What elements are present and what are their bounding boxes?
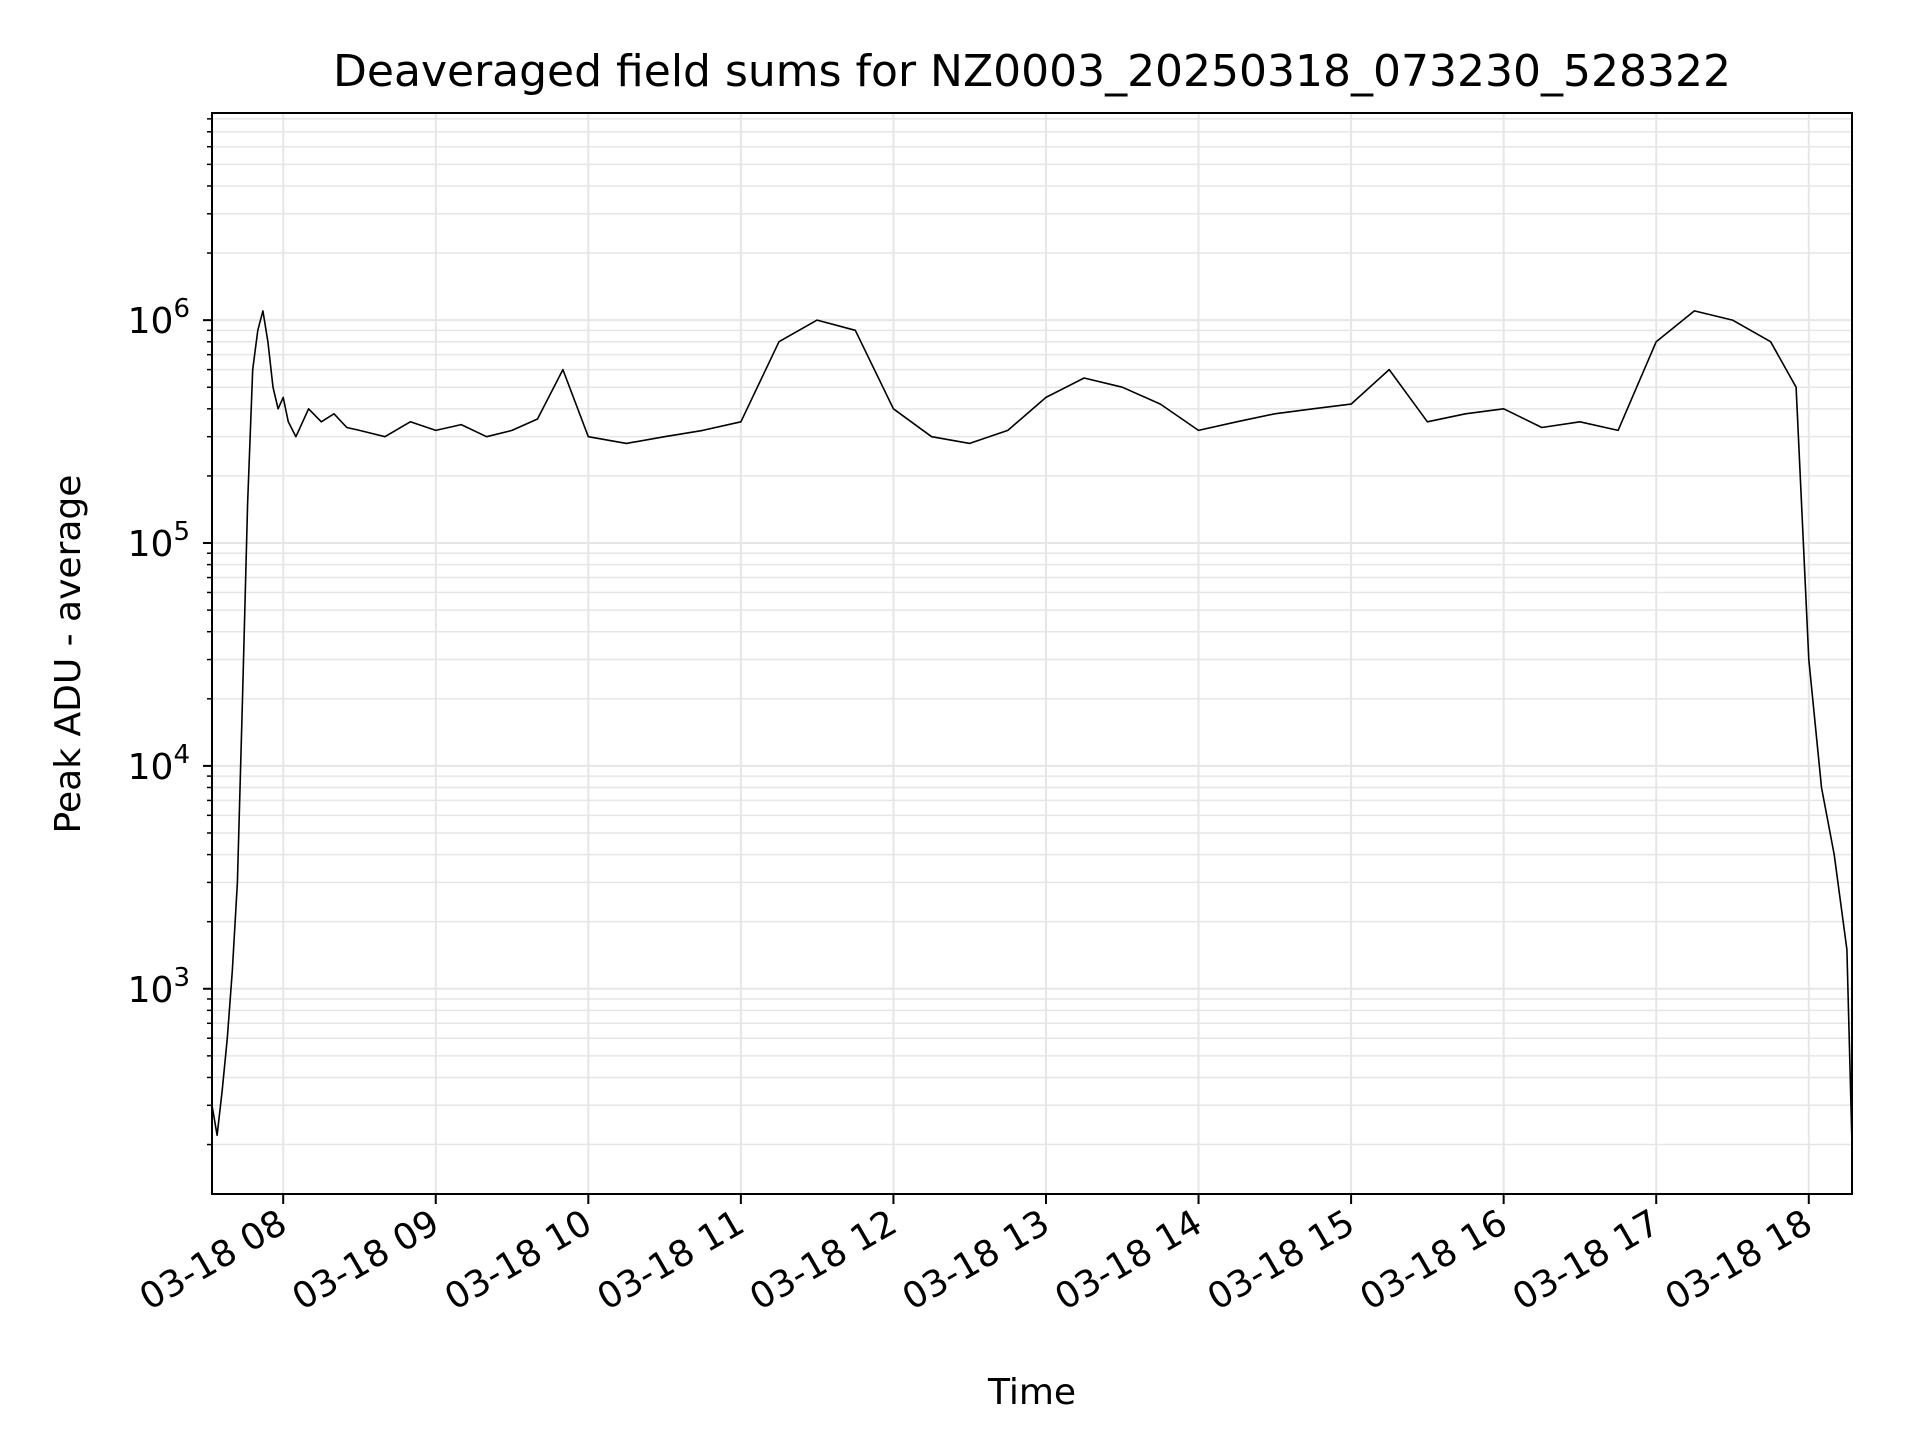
y-tick-base: 10 bbox=[128, 301, 174, 342]
y-tick-base: 10 bbox=[128, 747, 174, 788]
y-tick-base: 10 bbox=[128, 970, 174, 1011]
plot-frame bbox=[211, 112, 1853, 1195]
y-tick-exponent: 4 bbox=[173, 740, 190, 770]
y-tick-base: 10 bbox=[128, 524, 174, 565]
y-tick-exponent: 3 bbox=[173, 963, 190, 993]
y-tick-exponent: 6 bbox=[173, 294, 190, 324]
grid bbox=[212, 113, 1852, 1194]
y-tick-label: 106 bbox=[128, 294, 190, 342]
chart-title: Deaveraged field sums for NZ0003_2025031… bbox=[333, 46, 1731, 97]
y-tick-label: 105 bbox=[128, 517, 190, 565]
series-layer bbox=[211, 310, 1853, 1145]
y-tick-exponent: 5 bbox=[173, 517, 190, 547]
series-line bbox=[211, 310, 1853, 1145]
y-axis-label: Peak ADU - average bbox=[48, 475, 89, 834]
y-tick-label: 104 bbox=[128, 740, 190, 788]
x-axis-label: Time bbox=[987, 1372, 1076, 1413]
y-tick-label: 103 bbox=[128, 963, 190, 1011]
